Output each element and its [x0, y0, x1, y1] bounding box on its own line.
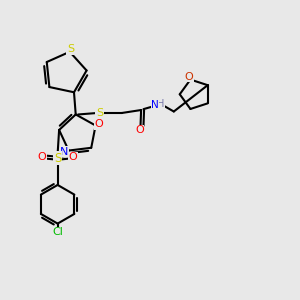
- Text: N: N: [151, 100, 159, 110]
- Text: S: S: [54, 152, 61, 165]
- Text: O: O: [69, 152, 77, 162]
- Text: N: N: [60, 147, 68, 157]
- Text: S: S: [96, 108, 103, 118]
- Text: O: O: [184, 72, 193, 82]
- Text: O: O: [38, 152, 46, 162]
- Text: O: O: [135, 125, 144, 135]
- Text: O: O: [95, 119, 103, 129]
- Text: H: H: [157, 99, 164, 109]
- Text: Cl: Cl: [52, 227, 63, 237]
- Text: S: S: [67, 44, 74, 54]
